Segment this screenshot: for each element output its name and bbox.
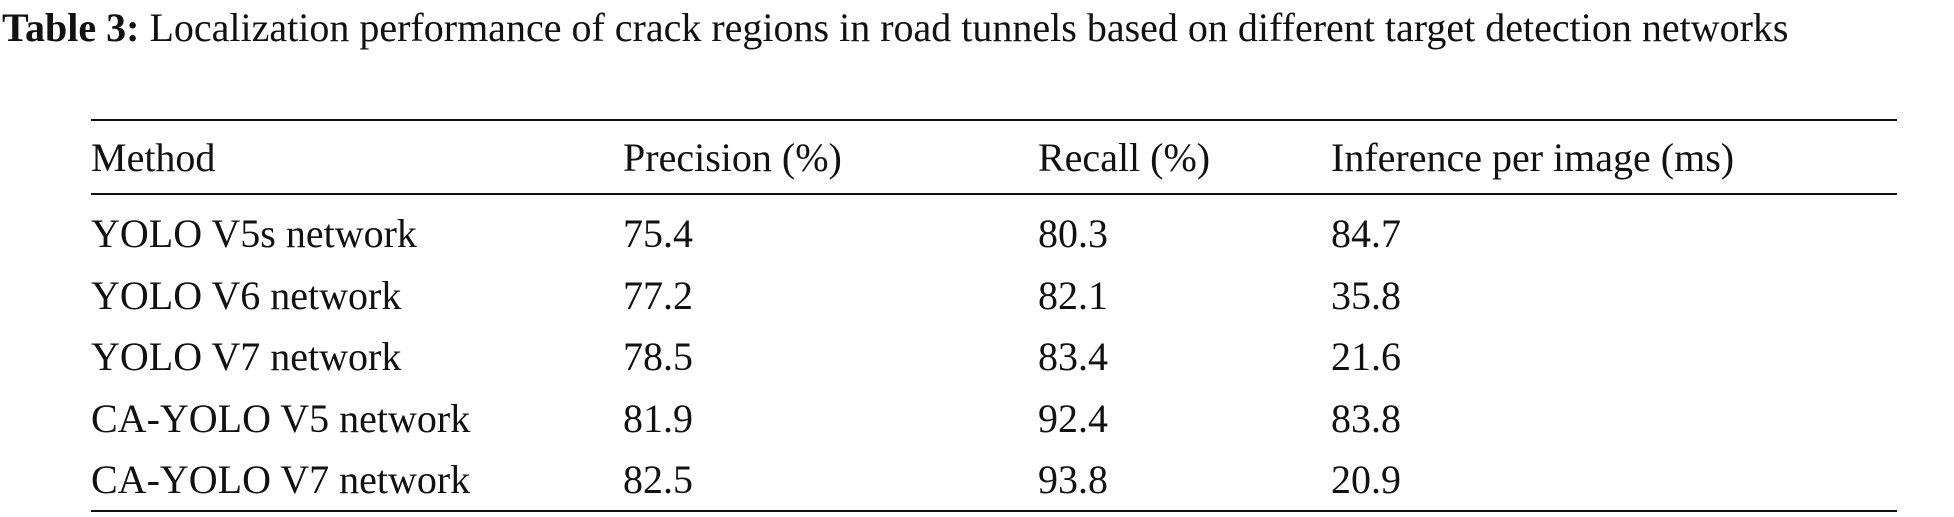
value-cell: 20.9: [1331, 457, 1401, 502]
method-cell: CA-YOLO V7 network: [91, 457, 471, 502]
caption-label: Table 3:: [2, 5, 140, 50]
value-cell: 83.4: [1038, 334, 1108, 379]
caption-text: Localization performance of crack region…: [149, 5, 1789, 50]
value-cell: 78.5: [623, 334, 693, 379]
header-cell: Inference per image (ms): [1331, 135, 1735, 180]
value-cell: 77.2: [623, 273, 693, 318]
method-cell: YOLO V5s network: [91, 211, 417, 256]
header-cell: Recall (%): [1038, 135, 1211, 180]
value-cell: 92.4: [1038, 396, 1108, 441]
value-cell: 35.8: [1331, 273, 1401, 318]
value-cell: 80.3: [1038, 211, 1108, 256]
value-cell: 93.8: [1038, 457, 1108, 502]
method-cell: YOLO V7 network: [91, 334, 402, 379]
value-cell: 83.8: [1331, 396, 1401, 441]
method-cell: YOLO V6 network: [91, 273, 402, 318]
value-cell: 21.6: [1331, 334, 1401, 379]
value-cell: 82.5: [623, 457, 693, 502]
value-cell: 81.9: [623, 396, 693, 441]
value-cell: 82.1: [1038, 273, 1108, 318]
header-cell: Precision (%): [623, 135, 842, 180]
table-caption: Table 3: Localization performance of cra…: [2, 2, 1952, 54]
method-cell: CA-YOLO V5 network: [91, 396, 471, 441]
value-cell: 75.4: [623, 211, 693, 256]
header-cell: Method: [91, 135, 216, 180]
value-cell: 84.7: [1331, 211, 1401, 256]
bottom-rule: [91, 510, 1897, 512]
header-rule: [91, 193, 1897, 195]
top-rule: [91, 119, 1897, 121]
